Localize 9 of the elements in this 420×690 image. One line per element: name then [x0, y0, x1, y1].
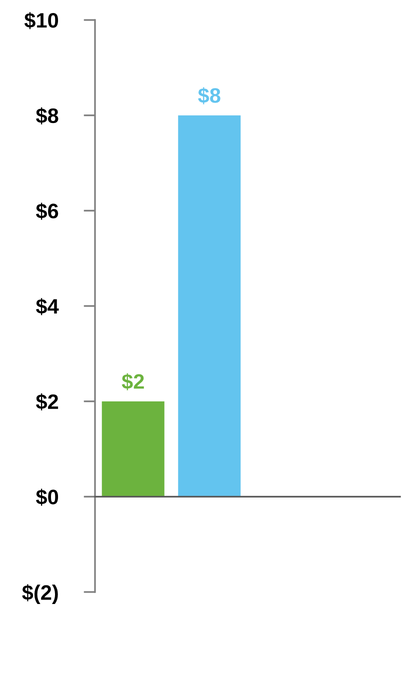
y-tick-label: $6 — [36, 202, 58, 220]
y-tick-label: $10 — [24, 12, 58, 30]
y-tick-label: $0 — [36, 488, 58, 506]
y-tick-label: $2 — [36, 393, 58, 410]
y-tick-label: $(2) — [22, 584, 58, 604]
y-tick-label: $4 — [36, 298, 59, 316]
data-label: $2 — [122, 373, 144, 390]
y-tick-label: $8 — [36, 107, 58, 124]
data-label: $8 — [198, 87, 220, 104]
